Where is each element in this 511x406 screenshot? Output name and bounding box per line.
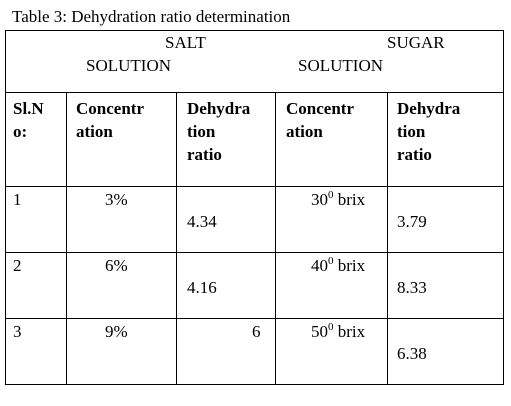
col-header-salt-ratio-l1: Dehydra bbox=[187, 99, 251, 118]
col-header-salt-ratio-l3: ratio bbox=[187, 145, 222, 164]
col-header-slno-l2: o: bbox=[13, 122, 28, 141]
row3-salt-ratio: 6 bbox=[252, 322, 261, 341]
row3-sugar-concentration: 500 brix bbox=[311, 321, 366, 342]
table-border-right bbox=[503, 30, 504, 385]
col-header-slno-l1: Sl.N bbox=[13, 99, 44, 118]
table-border-bottom bbox=[5, 384, 504, 385]
table-border-left bbox=[5, 30, 6, 385]
col-header-sugar-ratio-l2: tion bbox=[397, 122, 426, 141]
table-divider-col-1 bbox=[66, 92, 67, 385]
degree-superscript: 0 bbox=[328, 321, 334, 333]
table-divider-col-2 bbox=[176, 92, 177, 385]
table-divider-col-3 bbox=[275, 92, 276, 385]
sugar-header-line2: SOLUTION bbox=[298, 56, 383, 75]
row2-slno: 2 bbox=[13, 256, 22, 275]
row1-sugar-ratio: 3.79 bbox=[397, 212, 427, 231]
row2-salt-concentration: 6% bbox=[105, 256, 128, 275]
col-header-salt-ratio-l2: tion bbox=[187, 122, 216, 141]
table-rule-row-1 bbox=[5, 252, 504, 253]
salt-header-line1: SALT bbox=[165, 33, 206, 52]
row3-sugar-ratio: 6.38 bbox=[397, 344, 427, 363]
col-header-sugar-conc-l1: Concentr bbox=[286, 99, 354, 118]
row1-sugar-concentration: 300 brix bbox=[311, 189, 366, 210]
col-header-salt-conc-l2: ation bbox=[76, 122, 113, 141]
col-header-sugar-ratio-l1: Dehydra bbox=[397, 99, 461, 118]
degree-superscript: 0 bbox=[328, 255, 334, 267]
row2-sugar-concentration: 400 brix bbox=[311, 255, 366, 276]
table-divider-col-4 bbox=[387, 92, 388, 385]
row1-salt-ratio: 4.34 bbox=[187, 212, 217, 231]
table-caption: Table 3: Dehydration ratio determination bbox=[12, 7, 291, 26]
table-rule-header-groups bbox=[5, 92, 504, 93]
table-rule-row-2 bbox=[5, 318, 504, 319]
table-rule-header-columns bbox=[5, 186, 504, 187]
col-header-salt-conc-l1: Concentr bbox=[76, 99, 144, 118]
row3-slno: 3 bbox=[13, 322, 22, 341]
table-border-top bbox=[5, 30, 504, 31]
row2-salt-ratio: 4.16 bbox=[187, 278, 217, 297]
sugar-header-line1: SUGAR bbox=[387, 33, 445, 52]
salt-header-line2: SOLUTION bbox=[86, 56, 171, 75]
row1-salt-concentration: 3% bbox=[105, 190, 128, 209]
row2-sugar-ratio: 8.33 bbox=[397, 278, 427, 297]
degree-superscript: 0 bbox=[328, 189, 334, 201]
col-header-sugar-conc-l2: ation bbox=[286, 122, 323, 141]
row1-slno: 1 bbox=[13, 190, 22, 209]
col-header-sugar-ratio-l3: ratio bbox=[397, 145, 432, 164]
row3-salt-concentration: 9% bbox=[105, 322, 128, 341]
